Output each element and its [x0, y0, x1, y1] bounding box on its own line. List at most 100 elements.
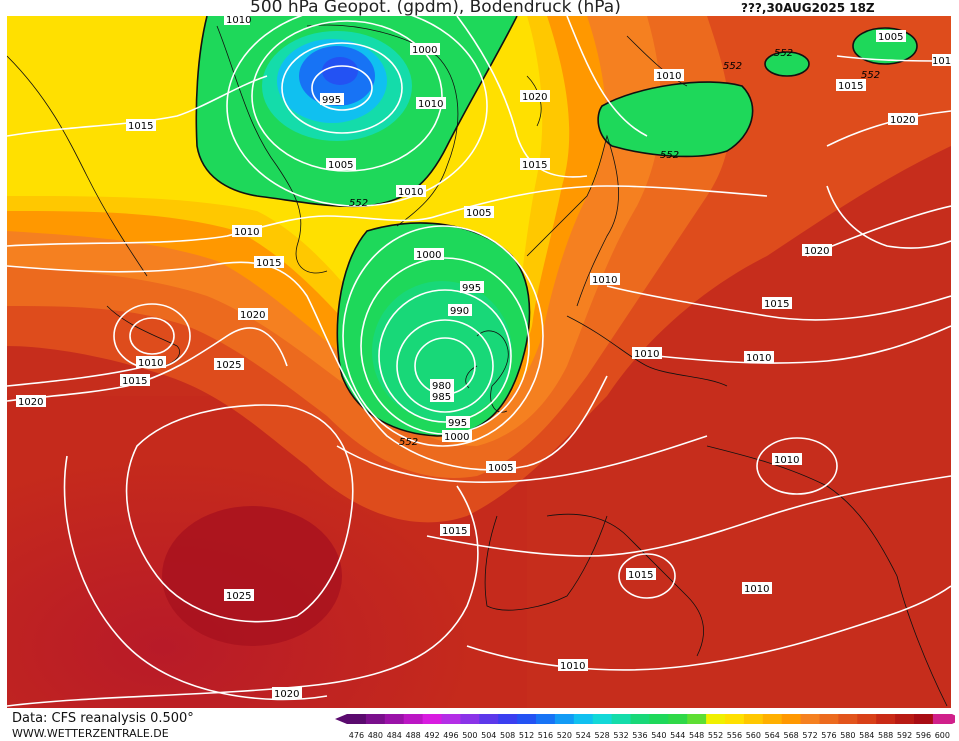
contour-label: 1005	[466, 208, 491, 219]
contour-label: 1015	[256, 258, 281, 269]
map-title: 500 hPa Geopot. (gpdm), Bodendruck (hPa)	[250, 0, 621, 17]
contour-label: 1015	[522, 160, 547, 171]
low-east-552-area	[765, 52, 809, 76]
low-north-core	[322, 57, 358, 85]
colorbar-swatch	[460, 714, 480, 724]
colorbar-swatch	[384, 714, 405, 724]
colorbar-tick-label: 560	[746, 731, 761, 740]
footer: Data: CFS reanalysis 0.500° WWW.WETTERZE…	[0, 708, 959, 741]
colorbar-swatch	[838, 714, 858, 724]
colorbar-swatch	[403, 714, 424, 724]
colorbar-tick-label: 596	[916, 731, 931, 740]
colorbar-swatch	[668, 714, 688, 724]
colorbar-tick-label: 524	[576, 731, 591, 740]
contour-label: 985	[432, 392, 451, 403]
coastlines	[7, 24, 948, 707]
colorbar-swatch	[347, 714, 367, 724]
colorbar-swatch	[441, 714, 461, 724]
colorbar-tick-label: 520	[557, 731, 572, 740]
colorbar-tick-label: 556	[727, 731, 742, 740]
title-bar: 500 hPa Geopot. (gpdm), Bodendruck (hPa)…	[0, 0, 959, 17]
colorbar-swatch	[649, 714, 669, 724]
colorbar-tick-label: 476	[349, 731, 364, 740]
colorbar-swatch	[800, 714, 820, 724]
colorbar-tick-label: 484	[387, 731, 402, 740]
colorbar-swatch	[819, 714, 839, 724]
contour-label: 1000	[444, 432, 469, 443]
height-field-max-core	[162, 506, 342, 646]
contour-label: 1005	[488, 463, 513, 474]
colorbar-swatch	[479, 714, 499, 724]
model-run-label: ???,30AUG2025 18Z	[741, 1, 875, 15]
colorbar-swatch	[687, 714, 707, 724]
contour-label: 1015	[122, 376, 147, 387]
contour-label: 1010	[226, 16, 251, 26]
contour-label: 1020	[18, 397, 43, 408]
contour-label: 552	[861, 70, 880, 81]
contour-label: 1010	[398, 187, 423, 198]
colorbar: 476 480 484 488 492 496 500 504 508 512 516 520 524 5…	[335, 714, 955, 740]
colorbar-swatch	[554, 714, 575, 724]
colorbar-tick-label: 588	[878, 731, 893, 740]
contour-labels: 1010 1000 995 1005 1010 1020 1015 1010 5…	[16, 16, 951, 700]
weather-map: 1010 1000 995 1005 1010 1020 1015 1010 5…	[7, 16, 951, 710]
colorbar-right-arrow	[951, 714, 955, 724]
contour-label: 1010	[774, 455, 799, 466]
contour-label: 1015	[628, 570, 653, 581]
contour-label: 1020	[804, 246, 829, 257]
contour-label: 552	[660, 150, 679, 161]
colorbar-swatch	[706, 714, 726, 724]
contour-label: 1015	[442, 526, 467, 537]
contour-label: 1010	[560, 661, 585, 672]
contour-label: 552	[349, 198, 368, 209]
colorbar-swatch	[592, 714, 613, 724]
colorbar-left-arrow	[335, 714, 347, 724]
contour-label: 1010	[234, 227, 259, 238]
colorbar-swatch	[857, 714, 877, 724]
colorbar-swatch	[630, 714, 650, 724]
colorbar-swatch	[895, 714, 915, 724]
contour-label: 1020	[890, 115, 915, 126]
contour-label: 980	[432, 381, 451, 392]
colorbar-swatch	[743, 714, 764, 724]
colorbar-tick-label: 528	[595, 731, 610, 740]
contour-label: 552	[399, 437, 418, 448]
colorbar-tick-label: 488	[406, 731, 421, 740]
colorbar-tick-label: 584	[859, 731, 874, 740]
colorbar-tick-label: 600	[935, 731, 950, 740]
low-scandinavia-552-area	[598, 82, 753, 157]
colorbar-tick-label: 576	[821, 731, 836, 740]
colorbar-swatch	[781, 714, 802, 724]
colorbar-swatch	[725, 714, 745, 724]
low-uk-inner	[372, 281, 512, 421]
contour-label: 995	[462, 283, 481, 294]
colorbar-tick-label: 580	[840, 731, 855, 740]
colorbar-tick-label: 512	[519, 731, 534, 740]
colorbar-swatch	[762, 714, 783, 724]
colorbar-tick-label: 548	[689, 731, 704, 740]
contour-label: 995	[322, 95, 341, 106]
isobars	[7, 16, 951, 707]
contour-label: 1010	[656, 71, 681, 82]
colorbar-swatch	[573, 714, 594, 724]
contour-label: 1025	[216, 360, 241, 371]
contour-label: 1010	[746, 353, 771, 364]
colorbar-tick-label: 504	[481, 731, 496, 740]
contour-label: 1020	[522, 92, 547, 103]
data-source-label: Data: CFS reanalysis 0.500°	[12, 711, 194, 726]
contour-label: 552	[774, 48, 793, 59]
contour-label: 990	[450, 306, 469, 317]
contour-label: 1010	[138, 358, 163, 369]
colorbar-tick-label: 540	[651, 731, 666, 740]
colorbar-tick-label: 592	[897, 731, 912, 740]
contour-label: 1005	[328, 160, 353, 171]
contour-label: 552	[723, 61, 742, 72]
contour-label: 1010	[592, 275, 617, 286]
colorbar-tick-label: 492	[424, 731, 439, 740]
colorbar-swatch	[932, 714, 953, 724]
colorbar-tick-label: 500	[462, 731, 477, 740]
contour-label: 1015	[838, 81, 863, 92]
colorbar-tick-label: 508	[500, 731, 515, 740]
colorbar-swatch	[517, 714, 537, 724]
contour-label: 995	[448, 418, 467, 429]
